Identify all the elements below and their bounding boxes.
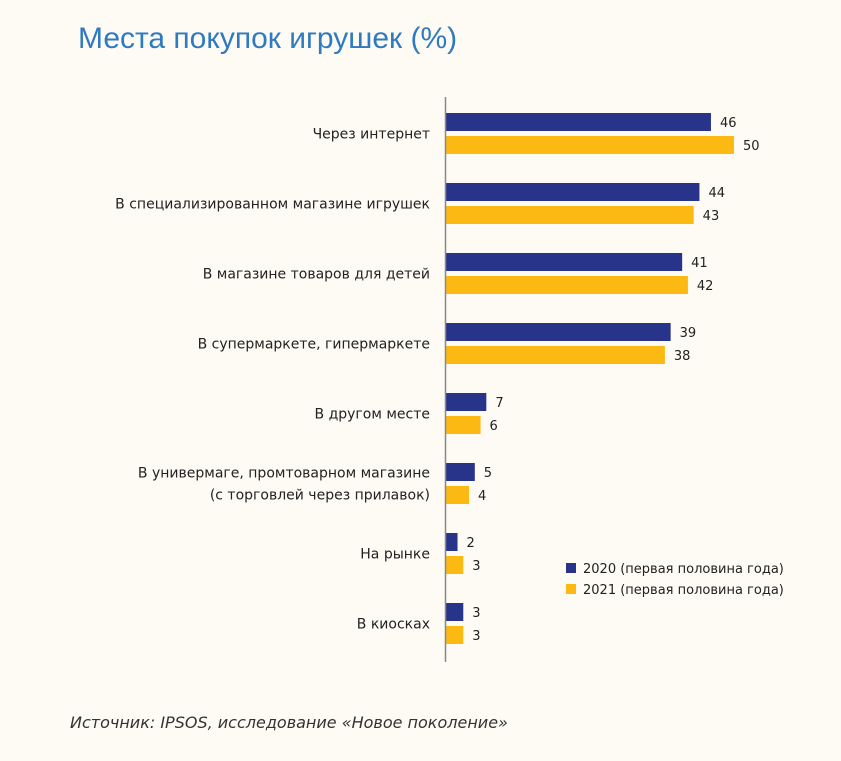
bar-2020 xyxy=(446,253,683,271)
bar-2020 xyxy=(446,323,671,341)
bar-2021 xyxy=(446,136,734,154)
bar-2020 xyxy=(446,113,711,131)
bar-2020 xyxy=(446,183,700,201)
value-label: 6 xyxy=(490,419,498,434)
category-label: В другом месте xyxy=(315,407,430,423)
bar-2021 xyxy=(446,276,688,294)
bar-chart: Через интернет В специализированном магаз… xyxy=(115,97,784,662)
legend-label: 2020 (первая половина года) xyxy=(583,562,784,577)
category-label: В супермаркете, гипермаркете xyxy=(198,337,430,353)
legend-swatch xyxy=(566,584,576,594)
bar-2020 xyxy=(446,463,475,481)
category-labels: Через интернет В специализированном магаз… xyxy=(115,127,430,633)
bar-2021 xyxy=(446,416,481,434)
source-note: Источник: IPSOS, исследование «Новое пок… xyxy=(70,713,508,732)
bar-2021 xyxy=(446,486,470,504)
legend: 2020 (первая половина года) 2021 (первая … xyxy=(566,562,784,598)
value-label: 44 xyxy=(708,186,725,201)
category-label: В специализированном магазине игрушек xyxy=(115,197,430,213)
category-label: В киосках xyxy=(357,617,430,633)
category-label: Через интернет xyxy=(313,127,430,143)
value-label: 3 xyxy=(472,559,480,574)
bar-2021 xyxy=(446,556,464,574)
value-label: 41 xyxy=(691,256,708,271)
category-label: На рынке xyxy=(360,547,430,563)
chart-title: Места покупок игрушек (%) xyxy=(78,22,458,55)
value-label: 3 xyxy=(472,629,480,644)
bar-2020 xyxy=(446,393,487,411)
value-label: 4 xyxy=(478,489,486,504)
value-label: 50 xyxy=(743,139,760,154)
bar-2020 xyxy=(446,603,464,621)
bar-2021 xyxy=(446,626,464,644)
value-label: 2 xyxy=(467,536,475,551)
legend-swatch xyxy=(566,563,576,573)
value-label: 43 xyxy=(703,209,720,224)
value-label: 42 xyxy=(697,279,714,294)
value-label: 38 xyxy=(674,349,691,364)
value-label: 5 xyxy=(484,466,492,481)
value-label: 3 xyxy=(472,606,480,621)
value-label: 7 xyxy=(495,396,503,411)
bar-2020 xyxy=(446,533,458,551)
category-label: В универмаге, промтоварном магазине (с то… xyxy=(138,466,430,504)
category-label: В магазине товаров для детей xyxy=(203,267,430,283)
legend-label: 2021 (первая половина года) xyxy=(583,583,784,598)
value-label: 39 xyxy=(680,326,697,341)
bar-2021 xyxy=(446,346,665,364)
bars xyxy=(446,113,734,644)
bar-2021 xyxy=(446,206,694,224)
value-label: 46 xyxy=(720,116,737,131)
